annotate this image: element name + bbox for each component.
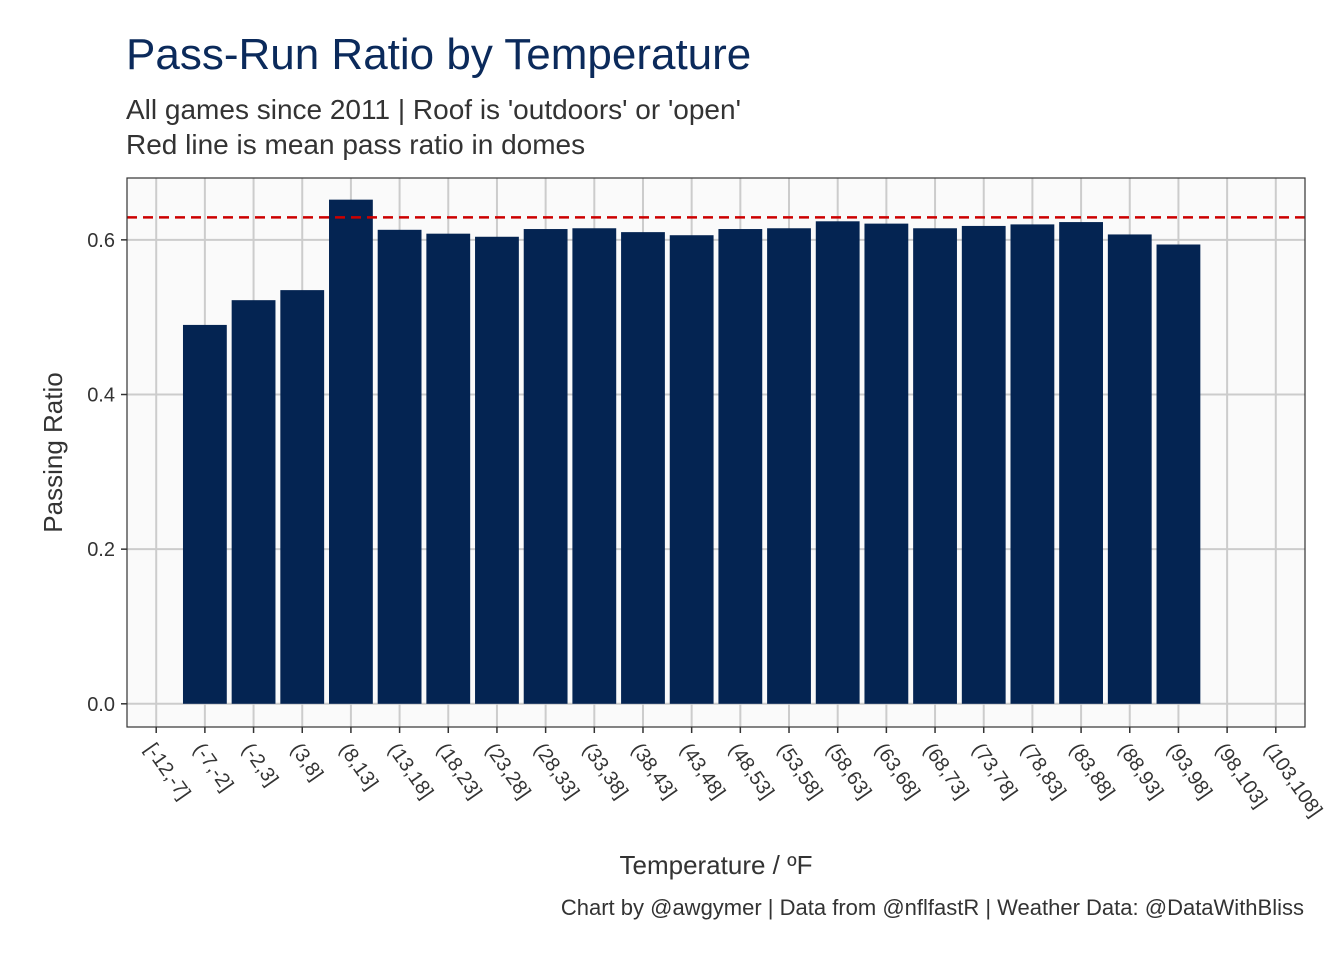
x-tick-label: [-12,-7] [140,739,194,804]
x-tick-label: (48,53] [724,739,778,803]
x-tick-label: (53,58] [773,739,827,803]
x-tick-label: (38,43] [627,739,681,803]
bar [962,226,1006,704]
x-tick-label: (3,8] [286,739,327,784]
bar [475,237,519,704]
y-axis-label: Passing Ratio [38,372,68,532]
x-tick-label: (73,78] [968,739,1022,803]
bars [183,200,1200,704]
bar [670,235,714,704]
x-tick-label: (88,93] [1114,739,1168,803]
y-axis-ticks: 0.0 0.2 0.4 0.6 [87,230,127,716]
bar [913,228,957,704]
x-tick-label: (68,73] [919,739,973,803]
x-tick-label: (13,18] [383,739,437,803]
bar [767,228,811,704]
bar [280,290,324,704]
x-tick-label: (33,38] [578,739,632,803]
x-tick-label: (83,88] [1065,739,1119,803]
x-tick-label: (78,83] [1016,739,1070,803]
x-tick-label: (93,98] [1162,739,1216,803]
bar [572,228,616,704]
bar [1059,222,1103,704]
x-tick-label: (63,68] [870,739,924,803]
bar [1157,244,1201,703]
chart-caption: Chart by @awgymer | Data from @nflfastR … [561,895,1304,921]
bar [816,221,860,704]
x-tick-label: (18,23] [432,739,486,803]
x-axis-ticks: [-12,-7](-7,-2] (-2,3] (3,8] (8,13] (13,18](… [140,727,1326,821]
x-tick-label: (103,108] [1260,739,1326,821]
x-tick-label: (28,33] [530,739,584,803]
bar [1011,224,1055,703]
x-tick-label: (58,63] [822,739,876,803]
bar [524,229,568,704]
x-tick-label: (-2,3] [237,739,282,790]
bar [1108,234,1152,703]
x-tick-label: (43,48] [676,739,730,803]
bar [378,230,422,704]
x-axis-label: Temperature / ºF [619,850,812,880]
bar [232,300,276,704]
y-tick-label: 0.0 [87,694,115,716]
bar [183,325,227,704]
bar [329,200,373,704]
y-tick-label: 0.2 [87,539,115,561]
bar [864,224,908,704]
y-tick-label: 0.4 [87,385,115,407]
x-tick-label: (23,28] [481,739,535,803]
bar [621,232,665,704]
y-tick-label: 0.6 [87,230,115,252]
bar [718,229,762,704]
x-tick-label: (-7,-2] [189,739,238,795]
bar [426,234,470,704]
x-tick-label: (8,13] [335,739,382,794]
